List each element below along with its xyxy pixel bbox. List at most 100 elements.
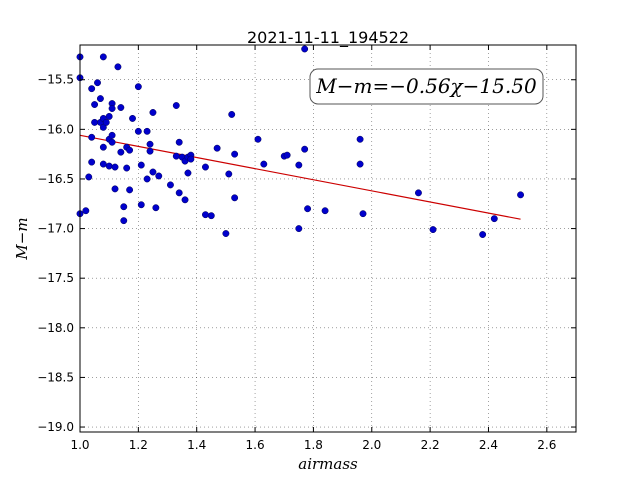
data-point bbox=[117, 148, 125, 156]
data-point bbox=[301, 145, 309, 153]
y-tick-label: −18.0 bbox=[37, 321, 74, 335]
data-point bbox=[91, 101, 99, 108]
y-tick-label: −16.5 bbox=[37, 172, 74, 186]
data-point bbox=[295, 161, 303, 169]
data-point bbox=[181, 196, 189, 204]
data-point bbox=[117, 104, 125, 111]
annotation-box bbox=[309, 68, 544, 105]
data-point bbox=[126, 146, 134, 154]
data-point bbox=[88, 158, 96, 166]
data-point bbox=[184, 169, 192, 177]
data-point bbox=[143, 175, 151, 183]
chart-title: 2021-11-11_194522 bbox=[247, 28, 409, 48]
x-tick-label: 2.4 bbox=[479, 438, 498, 452]
data-point bbox=[356, 160, 364, 168]
axis-ticks: 1.0 1.2 1.4 1.6 1.8 2.0 2.2 2.4 2.6 −15.5 −16.0 −16… bbox=[37, 45, 576, 452]
data-point bbox=[222, 230, 230, 237]
data-point bbox=[172, 152, 180, 160]
x-tick-label: 2.0 bbox=[362, 438, 381, 452]
data-point bbox=[102, 118, 110, 126]
data-point bbox=[88, 133, 96, 141]
data-point bbox=[105, 112, 113, 120]
data-point bbox=[146, 147, 154, 155]
data-point bbox=[91, 118, 99, 126]
data-point bbox=[137, 161, 145, 169]
data-point bbox=[105, 162, 113, 170]
y-tick-label: −17.0 bbox=[37, 222, 74, 236]
data-point bbox=[283, 151, 291, 159]
data-point bbox=[120, 217, 128, 225]
y-tick-label: −16.0 bbox=[37, 122, 74, 136]
data-point bbox=[295, 225, 303, 233]
data-point bbox=[134, 83, 142, 91]
x-tick-label: 2.6 bbox=[537, 438, 556, 452]
data-point bbox=[414, 189, 422, 197]
data-point bbox=[123, 164, 131, 172]
x-tick-label: 1.2 bbox=[129, 438, 148, 452]
data-point bbox=[146, 140, 154, 148]
data-point bbox=[260, 160, 268, 168]
data-point bbox=[479, 231, 487, 238]
fit-line-group bbox=[79, 134, 521, 220]
data-point bbox=[187, 155, 195, 163]
data-point bbox=[202, 211, 209, 219]
data-point bbox=[175, 189, 183, 197]
data-point bbox=[225, 170, 233, 178]
data-point bbox=[359, 210, 367, 218]
data-point bbox=[304, 205, 312, 213]
plot-frame bbox=[79, 44, 577, 433]
data-point bbox=[94, 79, 101, 87]
data-point bbox=[82, 207, 90, 215]
data-point bbox=[137, 201, 145, 209]
fit-equation-annotation: M−m=−0.56χ−15.50 bbox=[309, 68, 544, 105]
data-point bbox=[99, 53, 107, 61]
data-point bbox=[213, 144, 221, 152]
data-point bbox=[99, 160, 107, 168]
x-tick-label: 1.0 bbox=[70, 438, 89, 452]
data-point bbox=[129, 114, 136, 122]
data-point bbox=[114, 63, 122, 71]
fit-line bbox=[79, 134, 521, 220]
data-point bbox=[149, 109, 157, 116]
data-point bbox=[108, 105, 116, 112]
data-points bbox=[76, 45, 525, 238]
data-point bbox=[126, 186, 134, 194]
x-tick-label: 1.6 bbox=[246, 438, 265, 452]
data-point bbox=[231, 150, 239, 158]
data-point bbox=[152, 204, 160, 212]
data-point bbox=[429, 226, 437, 234]
data-point bbox=[254, 135, 262, 143]
x-tick-label: 2.2 bbox=[421, 438, 440, 452]
x-axis-label: airmass bbox=[298, 455, 358, 473]
data-point bbox=[120, 203, 128, 211]
data-point bbox=[99, 143, 107, 151]
data-point bbox=[321, 207, 329, 215]
x-tick-label: 1.4 bbox=[187, 438, 206, 452]
fit-equation-text: M−m=−0.56χ−15.50 bbox=[315, 74, 537, 98]
data-point bbox=[207, 212, 215, 220]
data-point bbox=[88, 85, 96, 93]
data-point bbox=[172, 102, 180, 109]
grid-lines bbox=[79, 45, 576, 432]
data-point bbox=[202, 163, 209, 171]
y-axis-label: M−m bbox=[13, 217, 31, 260]
data-point bbox=[96, 95, 104, 103]
data-point bbox=[517, 191, 525, 199]
data-point bbox=[228, 111, 236, 118]
data-point bbox=[231, 194, 239, 202]
data-point bbox=[85, 173, 93, 181]
data-point bbox=[301, 45, 309, 53]
x-tick-label: 1.8 bbox=[304, 438, 323, 452]
data-point bbox=[149, 168, 157, 176]
data-point bbox=[175, 138, 183, 146]
data-point bbox=[134, 127, 142, 135]
data-point bbox=[108, 138, 116, 146]
data-point bbox=[166, 181, 174, 189]
y-tick-label: −15.5 bbox=[37, 73, 74, 87]
data-point bbox=[490, 215, 498, 223]
data-point bbox=[143, 127, 151, 135]
y-tick-label: −18.5 bbox=[37, 370, 74, 384]
y-tick-label: −17.5 bbox=[37, 271, 74, 285]
data-point bbox=[111, 185, 119, 193]
